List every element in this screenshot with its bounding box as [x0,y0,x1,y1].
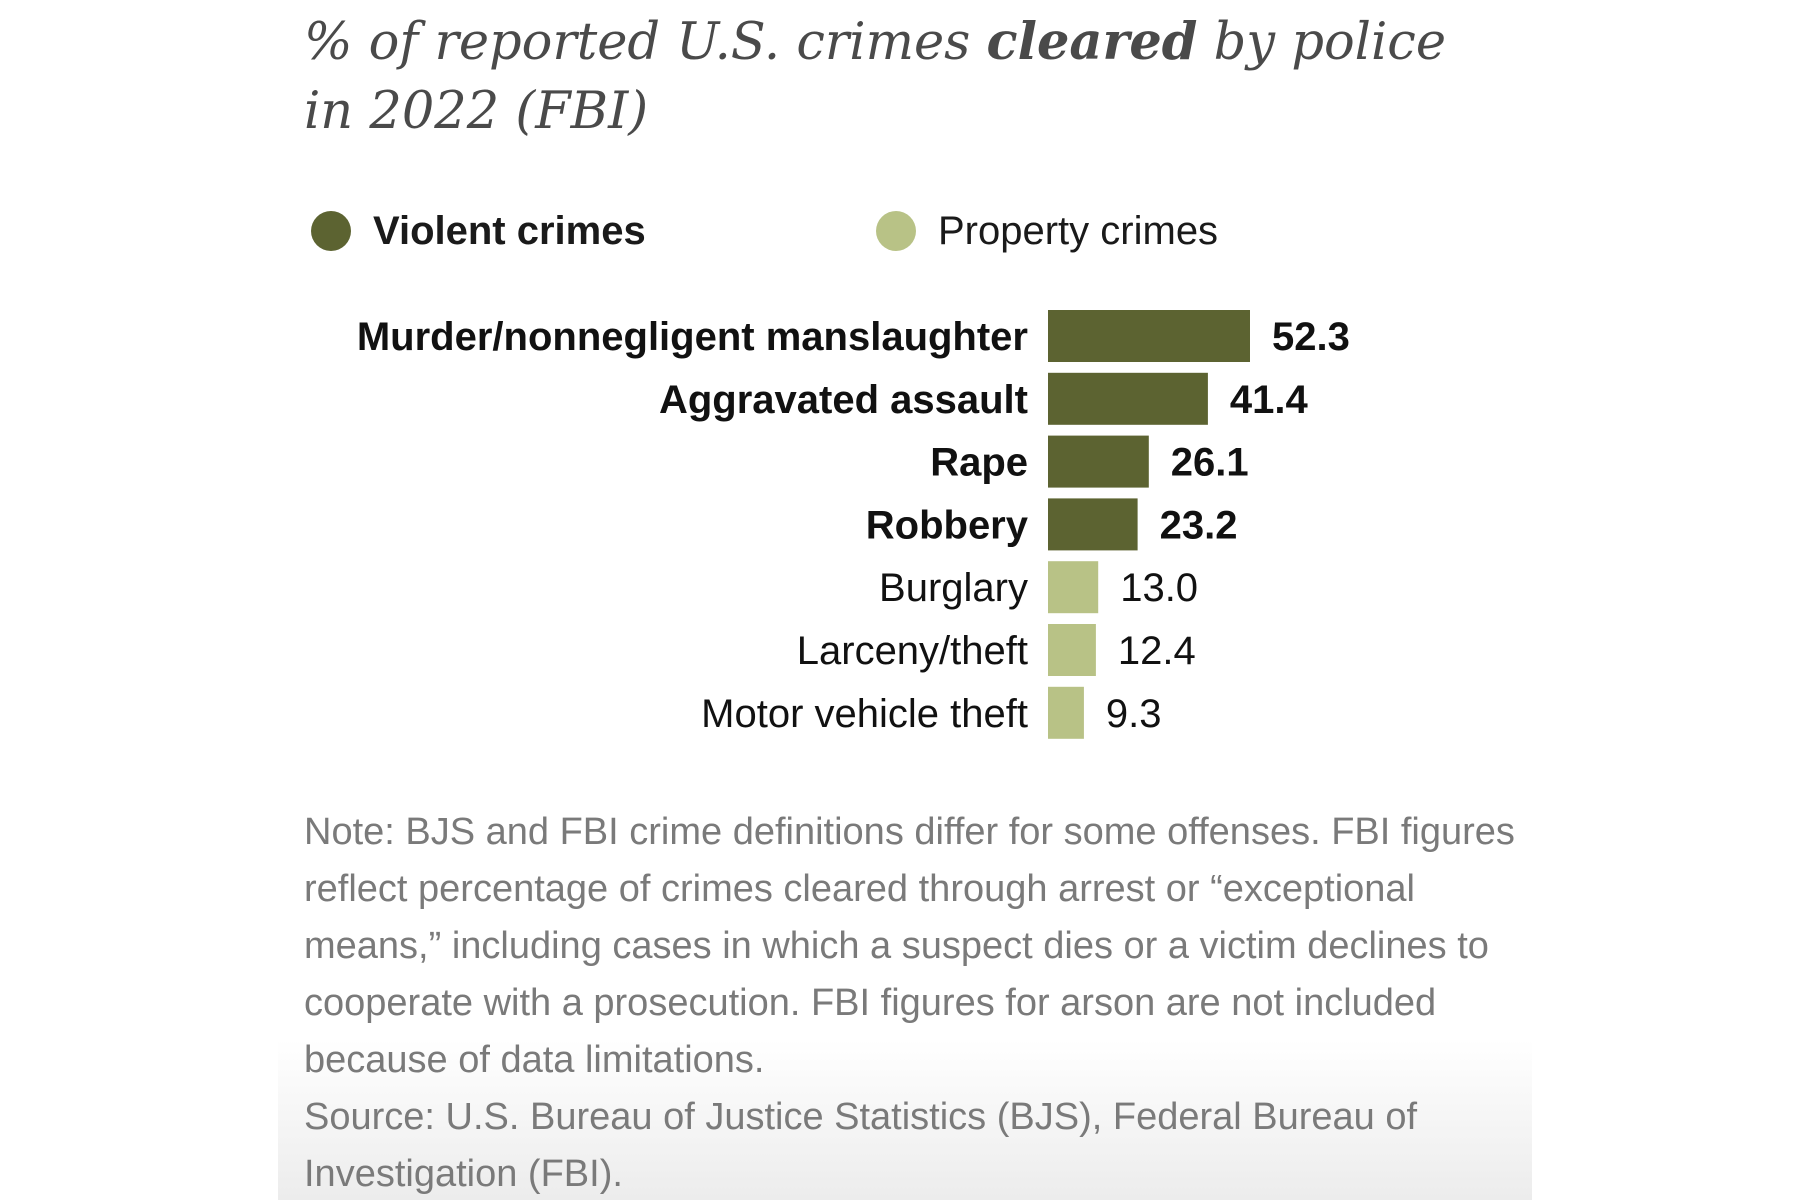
bar-3 [1048,435,1149,488]
legend-swatch-violent [311,211,351,251]
chart-title: % of reported U.S. crimes cleared by pol… [304,8,1504,146]
title-line2: in 2022 (FBI) [304,82,649,141]
value-label-7: 9.3 [1106,692,1162,736]
bar-5 [1048,561,1099,614]
bar-2 [1048,372,1208,425]
title-part1: % of reported U.S. crimes [304,13,987,72]
legend-item-property: Property crimes [876,208,1218,254]
category-label-5: Burglary [879,566,1028,610]
value-label-3: 26.1 [1171,441,1249,485]
chart-note: Note: BJS and FBI crime definitions diff… [304,804,1524,1203]
bar-7 [1048,686,1084,739]
bottom-fade [278,1040,1532,1200]
title-part2: by police [1197,13,1447,72]
value-label-2: 41.4 [1230,378,1309,422]
legend-label-violent: Violent crimes [373,208,646,253]
bar-chart: Murder/nonnegligent manslaughter 52.3 Aggr… [357,310,1350,739]
category-label-1: Murder/nonnegligent manslaughter [357,315,1028,359]
bar-1 [1048,310,1250,362]
category-label-2: Aggravated assault [659,378,1028,422]
bar-6 [1048,624,1096,676]
title-emphasis: cleared [986,12,1198,72]
chart-card [278,0,1532,1200]
category-label-6: Larceny/theft [797,629,1028,673]
source-text: Source: U.S. Bureau of Justice Statistic… [304,1096,1418,1195]
note-text: Note: BJS and FBI crime definitions diff… [304,811,1515,1081]
legend-label-property: Property crimes [938,208,1219,253]
value-label-1: 52.3 [1272,315,1350,359]
category-label-7: Motor vehicle theft [701,692,1028,736]
value-label-5: 13.0 [1120,566,1198,610]
legend-swatch-property [876,211,916,251]
legend-item-violent: Violent crimes [311,208,646,254]
value-label-6: 12.4 [1118,629,1196,673]
bar-4 [1048,498,1138,551]
category-label-3: Rape [930,441,1028,485]
category-label-4: Robbery [866,503,1029,547]
value-label-4: 23.2 [1160,503,1238,547]
